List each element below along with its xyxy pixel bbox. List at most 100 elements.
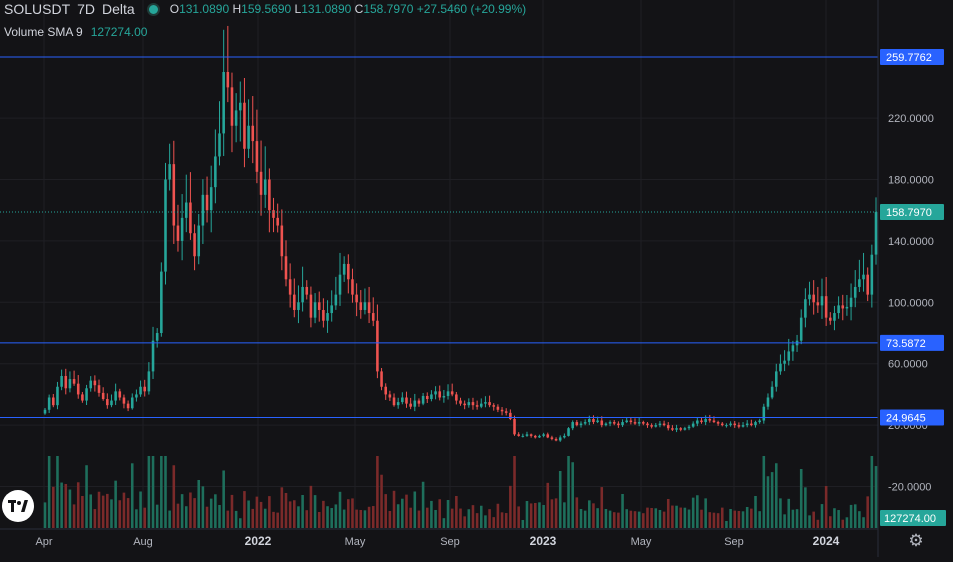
symbol-name[interactable]: SOLUSDT: [4, 1, 71, 17]
volume-bar: [114, 480, 117, 528]
candle-body: [64, 376, 68, 389]
hline-price-label: 259.7762: [886, 52, 932, 64]
candle-body: [837, 305, 840, 314]
volume-bar: [592, 503, 595, 528]
volume-bar: [243, 491, 246, 528]
volume-bar: [812, 511, 815, 528]
volume-bar: [417, 510, 421, 528]
volume-bar: [683, 507, 687, 528]
volume-bar: [347, 499, 350, 528]
candle-body: [658, 423, 662, 426]
candle-body: [405, 397, 408, 404]
volume-bar: [621, 494, 624, 528]
volume-bar: [858, 511, 861, 528]
volume-bar: [93, 509, 97, 528]
time-tick-label: May: [631, 536, 652, 548]
volume-bar: [60, 482, 63, 528]
candle-body: [209, 187, 213, 211]
candle-body: [151, 340, 155, 372]
volume-bar: [534, 503, 537, 528]
volume-bar: [853, 504, 857, 528]
candle-body: [463, 403, 466, 406]
volume-bar: [787, 498, 791, 528]
candle-body: [438, 391, 442, 398]
volume-bar: [151, 456, 155, 528]
volume-bar: [401, 498, 404, 528]
candle-body: [421, 395, 425, 404]
volume-bar: [413, 491, 417, 528]
market-status-icon[interactable]: [146, 2, 160, 16]
candle-body: [409, 403, 412, 407]
time-tick-label: 2022: [245, 534, 272, 548]
exchange-label: Delta: [102, 1, 135, 17]
volume-bar: [554, 498, 558, 528]
volume-bar: [76, 482, 80, 528]
volume-bar: [849, 504, 853, 528]
candle-body: [371, 313, 375, 321]
candle-body: [870, 254, 874, 295]
volume-bar: [459, 508, 462, 528]
candle-body: [471, 402, 475, 406]
volume-bar: [754, 496, 757, 528]
candle-body: [313, 302, 317, 318]
change-value: +27.5460 (+20.99%): [416, 2, 527, 16]
volume-bar: [359, 510, 363, 528]
volume-bar: [284, 493, 288, 528]
gear-icon[interactable]: ⚙: [908, 531, 924, 550]
candle-body: [849, 297, 853, 307]
candle-body: [858, 279, 861, 287]
volume-bar: [147, 456, 151, 528]
interval-label[interactable]: 7D: [77, 1, 96, 17]
candle-body: [446, 391, 450, 396]
volume-bar: [184, 506, 188, 528]
volume-bar: [521, 520, 525, 528]
volume-series: [43, 456, 878, 528]
candle-body: [184, 202, 188, 218]
candle-body: [176, 225, 180, 241]
candle-body: [750, 423, 753, 426]
volume-bar: [791, 509, 795, 528]
volume-bar: [168, 510, 171, 528]
candle-body: [72, 379, 76, 384]
candle-body: [259, 171, 263, 195]
candle-body: [567, 428, 570, 436]
volume-bar: [488, 509, 491, 528]
candle-body: [118, 391, 122, 398]
candle-body: [334, 294, 338, 306]
price-tick-label: 100.0000: [888, 297, 934, 309]
candle-body: [642, 422, 645, 424]
candle-body: [617, 423, 620, 426]
volume-bar: [130, 463, 134, 528]
hline-price-label: 24.9645: [886, 413, 926, 425]
volume-bar: [816, 519, 820, 528]
low-value: 131.0890: [301, 2, 352, 16]
volume-bar: [509, 485, 512, 528]
candle-body: [783, 360, 786, 364]
volume-bar: [205, 506, 209, 528]
candle-body: [833, 313, 836, 321]
volume-legend-label[interactable]: Volume SMA 9: [4, 25, 83, 39]
volume-bar: [280, 487, 284, 528]
volume-bar: [371, 506, 375, 528]
candle-body: [745, 423, 749, 426]
candle-body: [226, 72, 230, 88]
candle-body: [496, 406, 500, 410]
volume-bar: [575, 497, 579, 528]
candle-body: [60, 376, 63, 387]
volume-bar: [737, 511, 741, 528]
candle-body: [720, 423, 724, 426]
volume-bar: [762, 456, 766, 528]
candle-body: [139, 386, 142, 395]
volume-bar: [704, 498, 707, 528]
volume-bar: [106, 493, 109, 528]
candle-body: [160, 271, 163, 334]
volume-bar: [222, 470, 225, 528]
volume-bar: [405, 494, 408, 528]
volume-bar: [513, 456, 516, 528]
volume-bar: [783, 514, 786, 528]
tradingview-logo-icon[interactable]: [2, 490, 34, 522]
volume-bar: [301, 495, 304, 528]
